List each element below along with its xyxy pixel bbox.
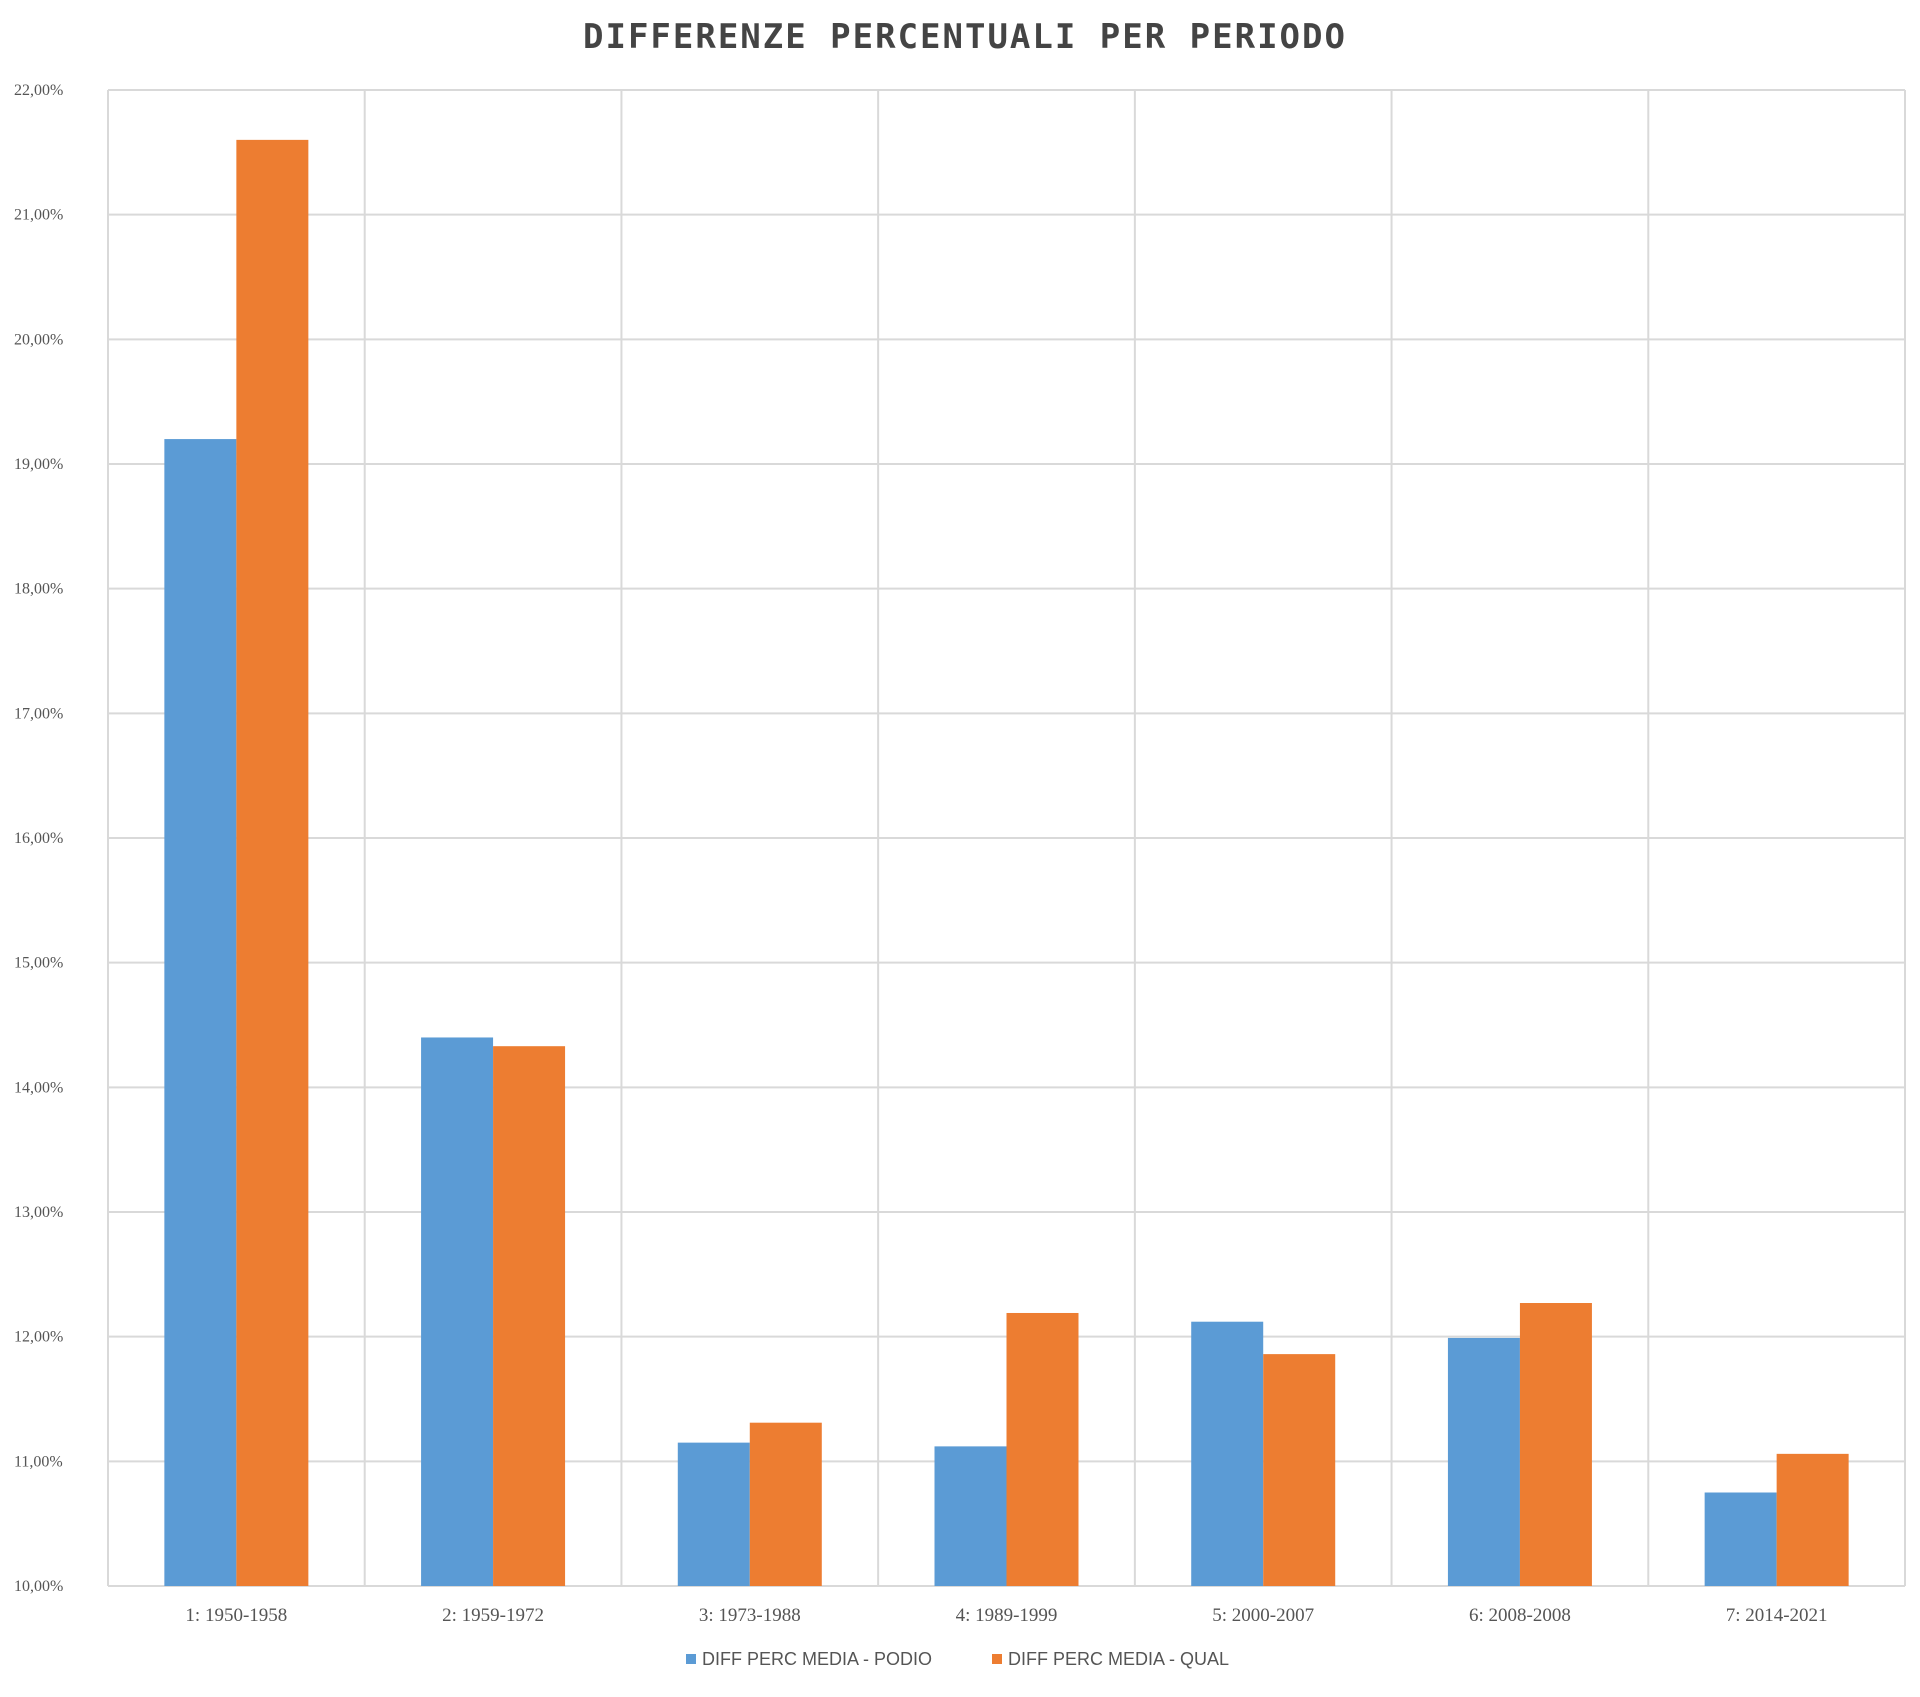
bar-qual [236, 139, 309, 1586]
y-tick-label: 10,00% [14, 1578, 63, 1595]
y-axis-ticks: 10,00% 11,00% 12,00% 13,00% 14,00% 15,00% 16,0… [14, 82, 63, 1595]
bars [164, 139, 1849, 1587]
grid [107, 89, 1906, 1587]
bar-qual [493, 1046, 566, 1586]
bar-podio [1191, 1321, 1264, 1586]
legend-label: DIFF PERC MEDIA - PODIO [702, 1649, 932, 1669]
y-tick-label: 22,00% [14, 82, 63, 99]
bar-podio [164, 439, 237, 1587]
legend-swatch [992, 1654, 1002, 1664]
legend-item: DIFF PERC MEDIA - PODIO [686, 1649, 932, 1669]
y-tick-label: 12,00% [14, 1329, 63, 1346]
x-tick-label: 5: 2000-2007 [1212, 1605, 1314, 1626]
bar-qual [1006, 1312, 1079, 1586]
y-tick-label: 13,00% [14, 1204, 63, 1221]
legend-item: DIFF PERC MEDIA - QUAL [992, 1649, 1229, 1669]
y-tick-label: 18,00% [14, 581, 63, 598]
x-tick-label: 2: 1959-1972 [442, 1605, 544, 1626]
bar-qual [1776, 1453, 1849, 1586]
y-tick-label: 15,00% [14, 955, 63, 972]
legend-label: DIFF PERC MEDIA - QUAL [1008, 1649, 1229, 1669]
bar-podio [1447, 1337, 1520, 1586]
chart-title: DIFFERENZE PERCENTUALI PER PERIODO [583, 17, 1347, 57]
x-tick-label: 3: 1973-1988 [699, 1605, 801, 1626]
x-tick-label: 6: 2008-2008 [1469, 1605, 1571, 1626]
x-tick-label: 7: 2014-2021 [1726, 1605, 1828, 1626]
bar-qual [749, 1422, 822, 1586]
y-tick-label: 20,00% [14, 331, 63, 348]
legend: DIFF PERC MEDIA - PODIO DIFF PERC MEDIA -… [686, 1649, 1229, 1669]
bar-podio [421, 1037, 494, 1586]
x-tick-label: 4: 1989-1999 [956, 1605, 1058, 1626]
y-tick-label: 16,00% [14, 830, 63, 847]
bar-qual [1519, 1303, 1592, 1586]
x-axis-ticks: 1: 1950-1958 2: 1959-1972 3: 1973-1988 4: 1… [185, 1605, 1827, 1626]
y-tick-label: 19,00% [14, 456, 63, 473]
y-tick-label: 21,00% [14, 207, 63, 224]
y-tick-label: 14,00% [14, 1079, 63, 1096]
bar-qual [1263, 1354, 1336, 1586]
bar-podio [677, 1442, 750, 1586]
x-tick-label: 1: 1950-1958 [185, 1605, 287, 1626]
legend-swatch [686, 1654, 696, 1664]
y-tick-label: 11,00% [14, 1453, 63, 1470]
bar-podio [934, 1446, 1007, 1586]
bar-podio [1704, 1492, 1777, 1586]
y-tick-label: 17,00% [14, 705, 63, 722]
